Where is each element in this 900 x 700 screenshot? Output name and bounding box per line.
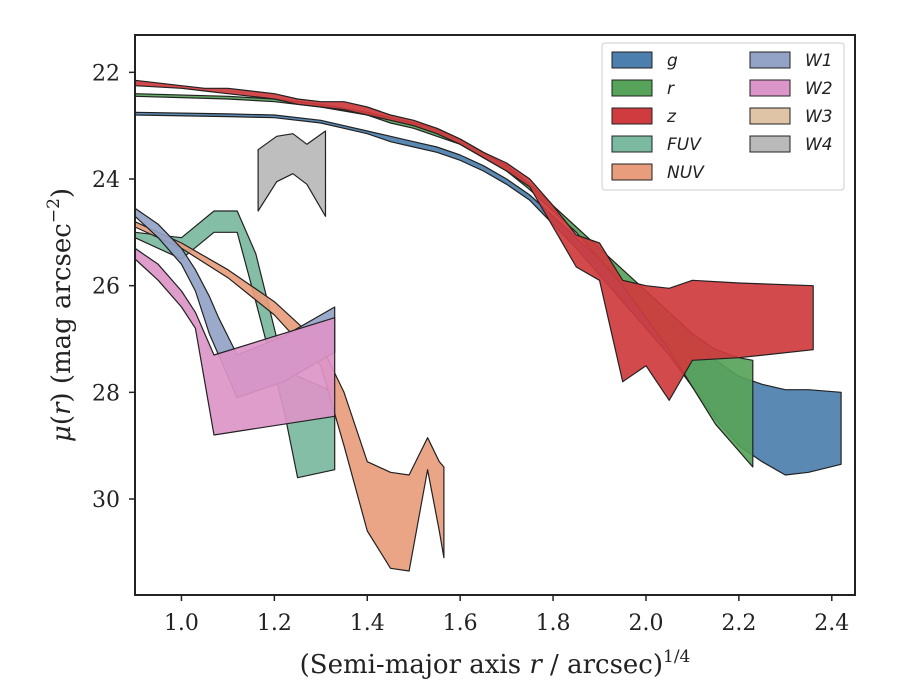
x-axis: 1.0 1.2 1.4 1.6 1.8 2.0 2.2 2.4 [164, 595, 849, 636]
y-axis: 22 24 26 28 30 [92, 61, 135, 513]
legend-entries: grz FUV NUV W1 W2 W3 W4 [611, 51, 833, 183]
y-tick-label: 22 [92, 61, 120, 86]
x-tick-label: 2.4 [814, 611, 849, 636]
legend-swatch-g [611, 51, 653, 69]
legend-label-w2: W2 [805, 79, 833, 99]
x-axis-title: (Semi-major axis r / arcsec)1/4 [300, 647, 691, 680]
legend-label-w3: W3 [805, 107, 833, 127]
legend-swatch-w2 [749, 79, 791, 97]
series-band-g [135, 111, 842, 476]
legend-label-w4: W4 [805, 135, 833, 155]
legend-swatch-w3 [749, 107, 791, 125]
series-band-w4 [257, 130, 327, 217]
legend-swatch-z [611, 107, 653, 125]
x-tick-label: 1.6 [443, 611, 478, 636]
legend-swatch-w4 [749, 135, 791, 153]
legend: grz FUV NUV W1 W2 W3 W4 [601, 42, 845, 191]
x-tick-label: 1.4 [350, 611, 385, 636]
legend-swatch-r [611, 79, 653, 97]
y-tick-label: 26 [92, 275, 120, 300]
legend-label-z: z [666, 107, 677, 127]
x-tick-label: 1.0 [164, 611, 199, 636]
legend-swatch-fuv [611, 135, 653, 153]
legend-swatch-nuv [611, 163, 653, 181]
y-tick-label: 28 [92, 381, 120, 406]
y-tick-label: 24 [92, 168, 120, 193]
legend-label-nuv: NUV [667, 163, 705, 183]
y-tick-label: 30 [92, 488, 120, 513]
legend-label-w1: W1 [805, 51, 833, 71]
y-axis-title: μ(r) (mag arcsec−2) [44, 188, 77, 442]
legend-label-r: r [667, 79, 675, 99]
plot-frame [134, 34, 856, 596]
legend-label-fuv: FUV [667, 135, 702, 155]
x-tick-label: 2.0 [628, 611, 663, 636]
series-band-w2 [135, 247, 336, 436]
legend-swatch-w1 [749, 51, 791, 69]
legend-label-g: g [667, 51, 678, 71]
series-band-z [135, 79, 814, 401]
x-tick-label: 1.8 [536, 611, 571, 636]
x-tick-label: 2.2 [721, 611, 756, 636]
x-tick-label: 1.2 [257, 611, 292, 636]
series-layer [135, 79, 842, 572]
